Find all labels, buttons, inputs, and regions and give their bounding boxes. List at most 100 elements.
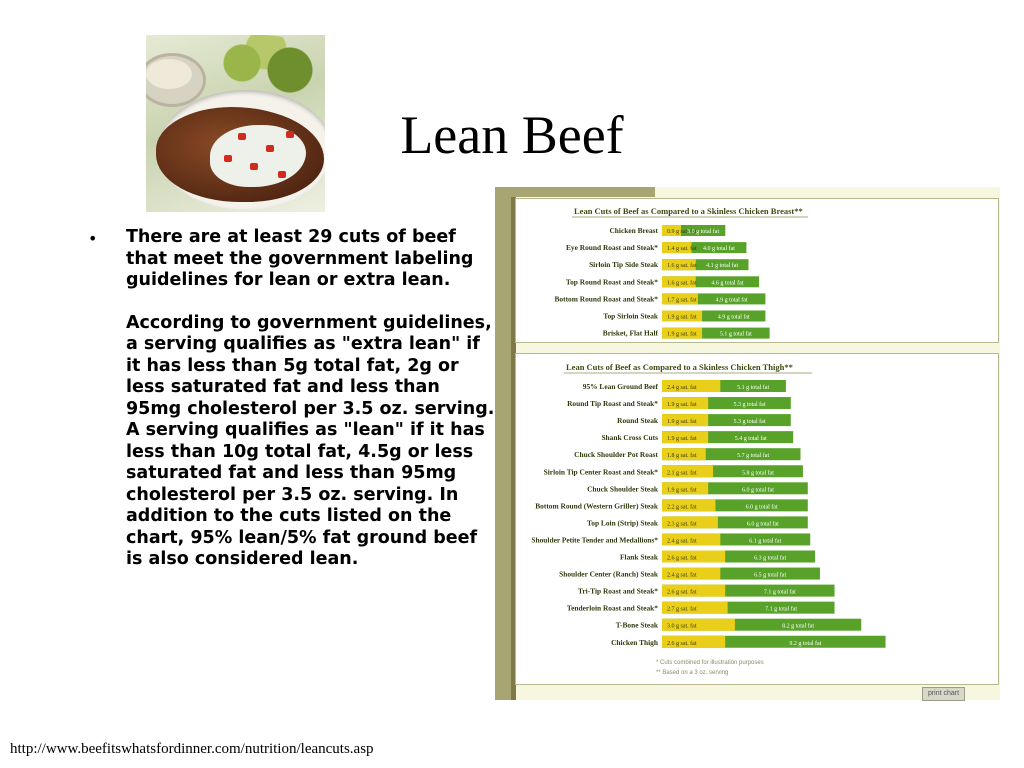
sat-fat-label: 2.7 g sat. fat <box>667 606 697 613</box>
category-label: Shoulder Center (Ranch) Steak <box>559 570 659 579</box>
category-label: Top Loin (Strip) Steak <box>587 518 659 527</box>
total-fat-label: 5.3 g total fat <box>733 418 765 425</box>
sat-fat-label: 2.2 g sat. fat <box>667 503 697 510</box>
sat-fat-bar <box>662 516 718 529</box>
pepper-garnish <box>224 155 232 162</box>
sauce-dip <box>146 59 192 89</box>
sat-fat-label: 2.4 g sat. fat <box>667 537 697 544</box>
sat-fat-bar <box>662 499 716 512</box>
sat-fat-bar <box>662 431 709 444</box>
pepper-garnish <box>238 133 246 140</box>
total-fat-label: 7.1 g total fat <box>765 606 797 613</box>
category-label: Shoulder Petite Tender and Medallions* <box>531 535 658 544</box>
category-label: T-Bone Steak <box>616 621 659 630</box>
total-fat-bar <box>662 242 747 254</box>
sat-fat-bar <box>662 482 709 495</box>
sat-fat-label: 1.9 g sat. fat <box>667 435 697 442</box>
sat-fat-label: 1.8 g sat. fat <box>667 452 697 459</box>
sat-fat-bar <box>662 380 721 392</box>
sat-fat-label: 2.1 g sat. fat <box>667 469 697 476</box>
category-label: Bottom Round Roast and Steak* <box>555 294 659 303</box>
sat-fat-bar <box>662 465 714 478</box>
chart-breast-svg: Lean Cuts of Beef as Compared to a Skinl… <box>555 206 808 339</box>
sat-fat-bar <box>662 414 709 427</box>
total-fat-label: 6.0 g total fat <box>746 503 778 510</box>
chart-panel-breast: Lean Cuts of Beef as Compared to a Skinl… <box>515 198 999 343</box>
sat-fat-label: 1.7 g sat. fat <box>667 296 697 303</box>
sat-fat-label: 1.9 g sat. fat <box>667 486 697 493</box>
sat-fat-bar <box>662 225 681 236</box>
total-fat-label: 9.2 g total fat <box>789 640 821 647</box>
sat-fat-label: 2.4 g sat. fat <box>667 572 697 579</box>
sat-fat-bar <box>662 567 721 580</box>
sat-fat-label: 2.6 g sat. fat <box>667 589 697 596</box>
category-label: Flank Steak <box>620 553 659 562</box>
sat-fat-bar <box>662 618 735 631</box>
category-label: Shank Cross Cuts <box>601 433 658 442</box>
source-url[interactable]: http://www.beefitswhatsfordinner.com/nut… <box>10 741 374 757</box>
sat-fat-bar <box>662 310 703 322</box>
total-fat-bar <box>662 276 760 288</box>
sat-fat-label: 1.6 g sat. fat <box>667 262 697 269</box>
category-label: 95% Lean Ground Beef <box>583 382 659 391</box>
sat-fat-label: 1.9 g sat. fat <box>667 418 697 425</box>
sat-fat-label: 2.3 g sat. fat <box>667 520 697 527</box>
total-fat-label: 4.0 g total fat <box>703 245 735 252</box>
frame-band <box>511 187 516 700</box>
print-chart-button[interactable]: print chart <box>922 687 965 701</box>
category-label: Chuck Shoulder Steak <box>587 484 659 493</box>
footnote: * Cuts combined for illustration purpose… <box>656 660 764 666</box>
sat-fat-label: 1.4 g sat. fat <box>667 245 697 252</box>
category-label: Eye Round Roast and Steak* <box>566 243 658 252</box>
total-fat-bar <box>662 327 770 339</box>
bullet-paragraph-1: There are at least 29 cuts of beef that … <box>126 227 474 290</box>
total-fat-bar <box>662 310 766 322</box>
bullet-body: There are at least 29 cuts of beef that … <box>126 227 498 571</box>
category-label: Tenderloin Roast and Steak* <box>567 604 658 613</box>
total-fat-label: 6.0 g total fat <box>742 486 774 493</box>
sat-fat-label: 2.6 g sat. fat <box>667 640 697 647</box>
category-label: Chuck Shoulder Pot Roast <box>574 450 658 459</box>
bullet-marker: • <box>88 229 98 248</box>
total-fat-label: 7.1 g total fat <box>764 589 796 596</box>
category-label: Chicken Thigh <box>611 638 658 647</box>
total-fat-bar <box>662 225 726 236</box>
total-fat-label: 8.2 g total fat <box>782 623 814 630</box>
sat-fat-bar <box>662 242 692 254</box>
pepper-garnish <box>278 171 286 178</box>
sat-fat-bar <box>662 293 698 305</box>
category-label: Brisket, Flat Half <box>603 329 659 338</box>
chart-title: Lean Cuts of Beef as Compared to a Skinl… <box>566 362 793 372</box>
bullet-paragraph-2: According to government guidelines, a se… <box>126 312 495 570</box>
total-fat-label: 6.5 g total fat <box>754 572 786 579</box>
sat-fat-label: 1.9 g sat. fat <box>667 401 697 408</box>
total-fat-label: 5.1 g total fat <box>720 331 752 338</box>
sat-fat-label: 0.9 g sat. fat <box>667 228 697 235</box>
category-label: Round Tip Roast and Steak* <box>567 399 658 408</box>
sat-fat-bar <box>662 584 726 597</box>
total-fat-label: 6.0 g total fat <box>747 520 779 527</box>
sat-fat-label: 1.9 g sat. fat <box>667 331 697 338</box>
sat-fat-bar <box>662 533 721 546</box>
category-label: Sirloin Tip Center Roast and Steak* <box>544 467 659 476</box>
sat-fat-bar <box>662 327 703 339</box>
sat-fat-bar <box>662 635 726 648</box>
category-label: Top Sirloin Steak <box>603 312 659 321</box>
sat-fat-label: 1.6 g sat. fat <box>667 279 697 286</box>
category-label: Chicken Breast <box>609 226 658 235</box>
total-fat-bar <box>662 293 766 305</box>
category-label: Round Steak <box>617 416 659 425</box>
category-label: Top Round Roast and Steak* <box>566 277 658 286</box>
sat-fat-label: 3.0 g sat. fat <box>667 623 697 630</box>
total-fat-bar <box>662 259 749 271</box>
total-fat-label: 4.6 g total fat <box>711 279 743 286</box>
total-fat-label: 4.9 g total fat <box>716 296 748 303</box>
sat-fat-bar <box>662 448 706 461</box>
chart-panel-thigh: Lean Cuts of Beef as Compared to a Skinl… <box>515 353 999 685</box>
total-fat-label: 3.0 g total fat <box>687 228 719 235</box>
sat-fat-label: 2.6 g sat. fat <box>667 555 697 562</box>
total-fat-label: 5.3 g total fat <box>733 401 765 408</box>
pepper-garnish <box>266 145 274 152</box>
sat-fat-label: 1.9 g sat. fat <box>667 314 697 321</box>
sat-fat-bar <box>662 259 696 271</box>
